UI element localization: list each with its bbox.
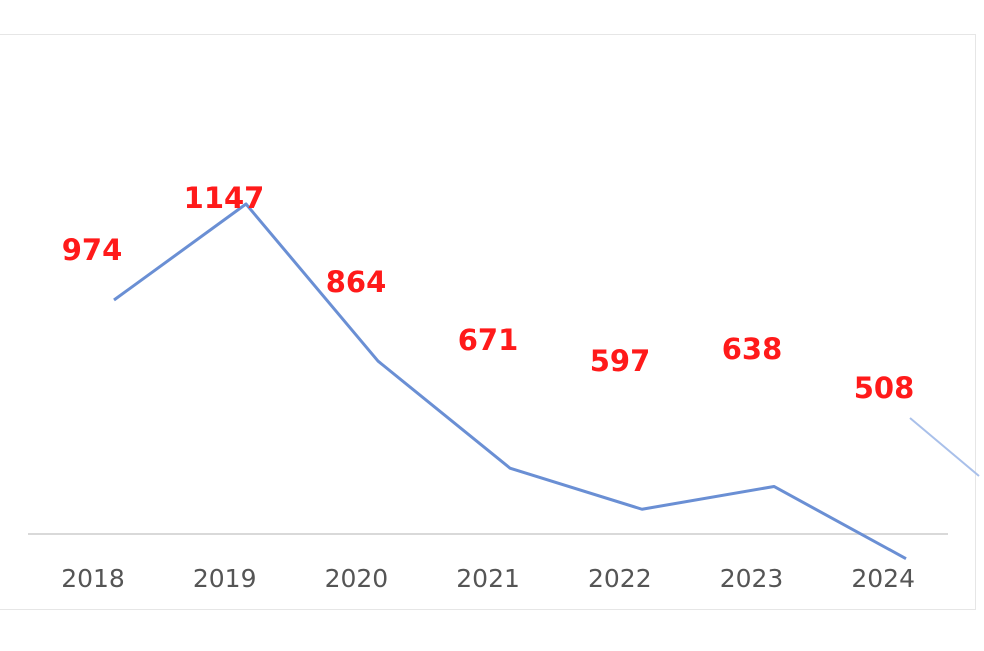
series-line [113, 202, 907, 560]
x-tick-label-2021: 2021 [456, 564, 520, 593]
series-layer [113, 202, 980, 560]
trailing-line-segment [909, 417, 980, 477]
x-tick-label-2018: 2018 [61, 564, 125, 593]
data-label-2020: 864 [326, 265, 387, 299]
data-label-2023: 638 [722, 332, 783, 366]
x-tick-label-2020: 2020 [325, 564, 389, 593]
x-tick-label-2024: 2024 [851, 564, 915, 593]
x-tick-label-2019: 2019 [193, 564, 257, 593]
labels-layer: 974 1147 864 671 597 638 508 [62, 181, 915, 405]
data-label-2018: 974 [62, 233, 123, 267]
data-label-2021: 671 [458, 323, 519, 357]
x-tick-label-2023: 2023 [720, 564, 784, 593]
x-tick-label-2022: 2022 [588, 564, 652, 593]
chart-frame [0, 34, 976, 610]
data-label-2024: 508 [854, 371, 915, 405]
data-label-2019: 1147 [184, 181, 265, 215]
data-label-2022: 597 [590, 344, 651, 378]
x-tick-labels: 2018 2019 2020 2021 2022 2023 2024 [61, 564, 915, 593]
